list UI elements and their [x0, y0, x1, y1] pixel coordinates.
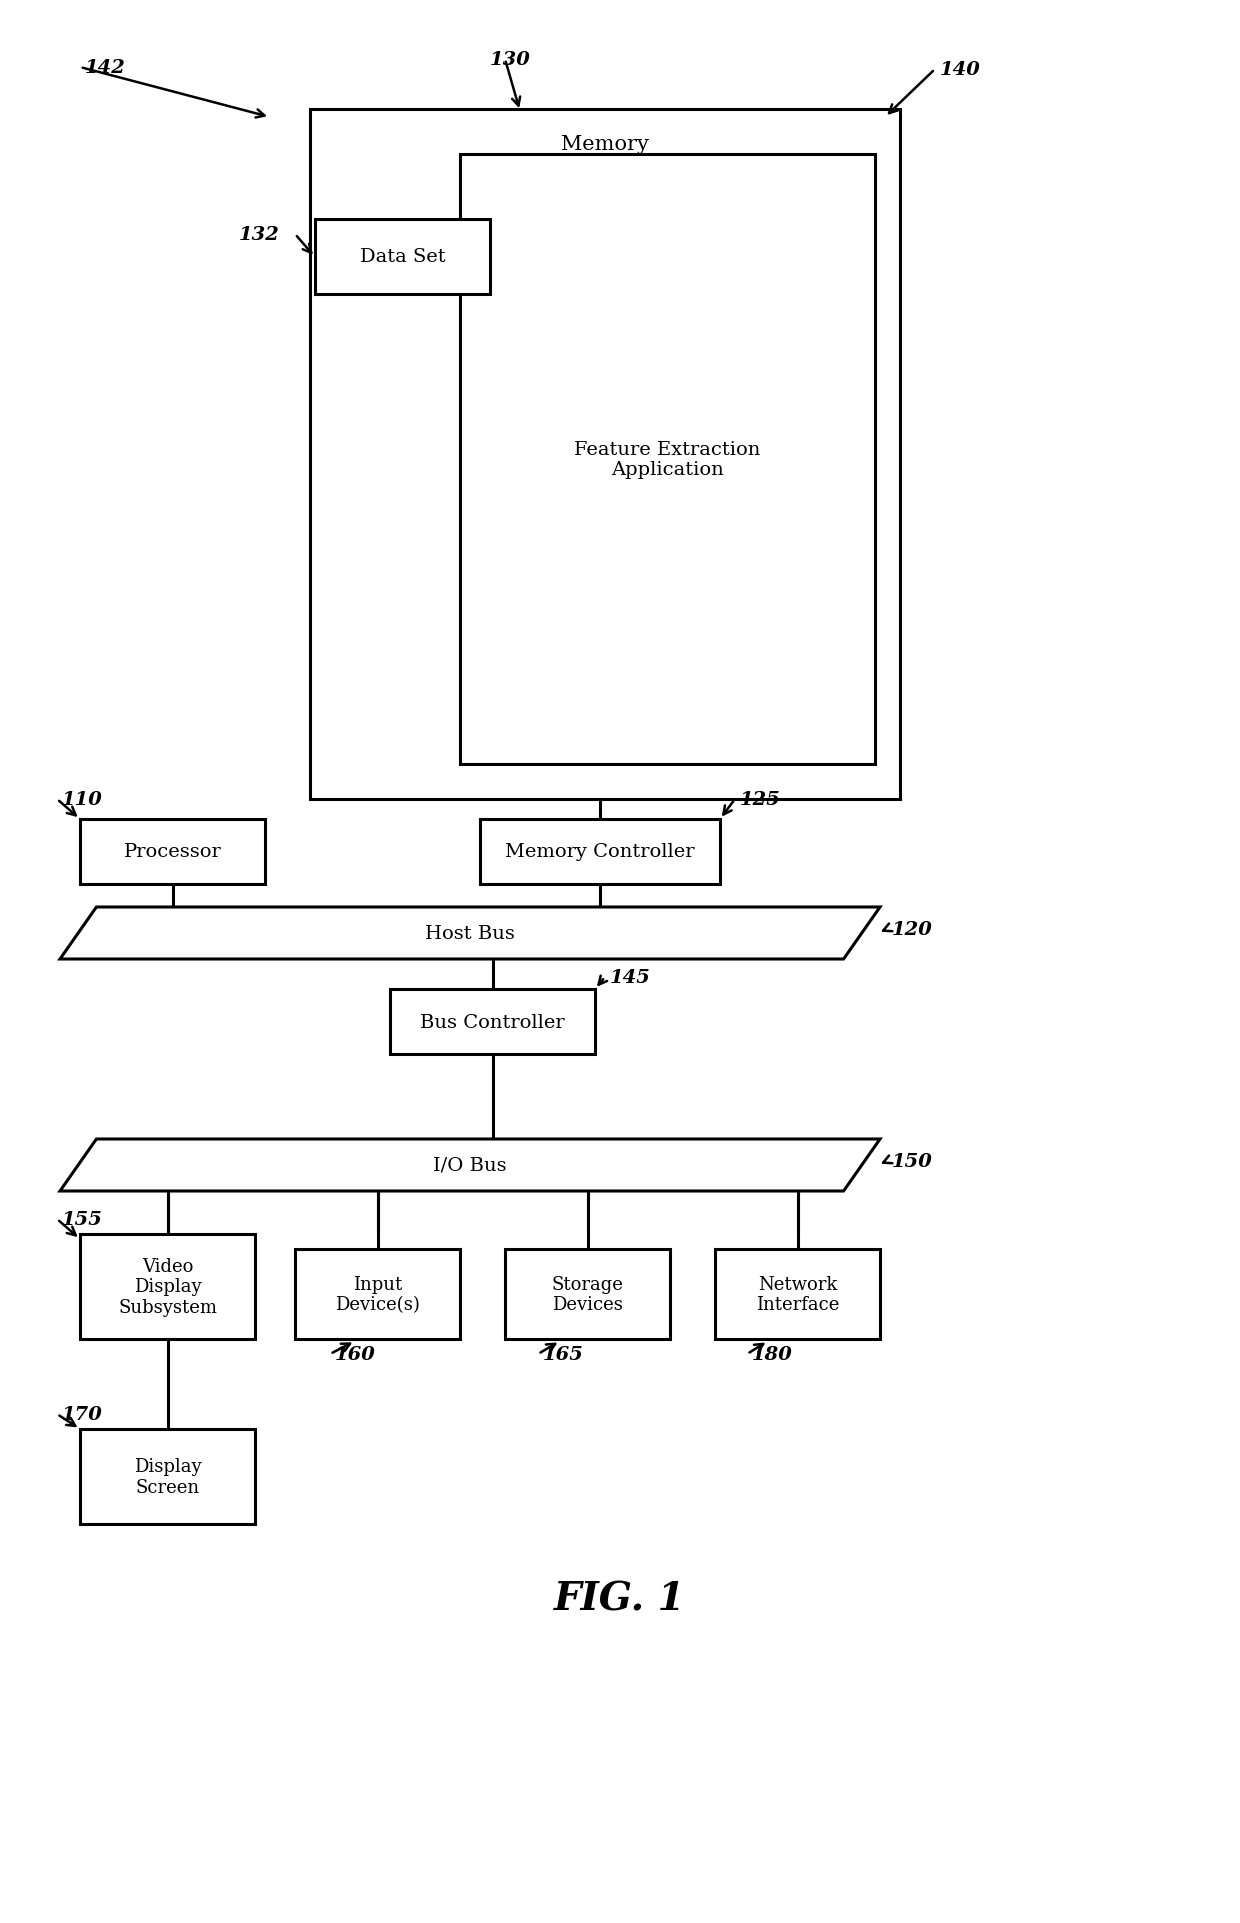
Text: Display
Screen: Display Screen [134, 1458, 201, 1496]
Bar [310, 110, 900, 800]
Text: 132: 132 [239, 225, 280, 244]
Text: Memory: Memory [560, 135, 649, 154]
Text: 145: 145 [610, 969, 651, 986]
Text: 130: 130 [490, 52, 531, 69]
Polygon shape [60, 1140, 880, 1192]
Text: Bus Controller: Bus Controller [420, 1013, 564, 1031]
Text: Storage
Devices: Storage Devices [552, 1275, 624, 1313]
Text: 142: 142 [86, 60, 126, 77]
Text: Video
Display
Subsystem: Video Display Subsystem [118, 1258, 217, 1317]
Text: 120: 120 [892, 921, 932, 938]
Bar [81, 1429, 255, 1525]
Bar [505, 1250, 670, 1338]
Text: Data Set: Data Set [360, 248, 445, 267]
Text: Network
Interface: Network Interface [756, 1275, 839, 1313]
Bar [81, 1235, 255, 1338]
Text: 125: 125 [740, 790, 781, 808]
Text: 165: 165 [543, 1346, 584, 1363]
Text: Input
Device(s): Input Device(s) [335, 1275, 420, 1313]
Text: 160: 160 [335, 1346, 376, 1363]
Text: 110: 110 [62, 790, 103, 808]
Bar [81, 819, 265, 885]
Polygon shape [60, 908, 880, 960]
Text: FIG. 1: FIG. 1 [554, 1581, 686, 1617]
Text: 180: 180 [751, 1346, 792, 1363]
Bar [315, 219, 490, 294]
Text: Feature Extraction
Application: Feature Extraction Application [574, 440, 760, 479]
Bar [295, 1250, 460, 1338]
Text: Host Bus: Host Bus [425, 925, 515, 942]
Bar [391, 990, 595, 1054]
Text: 140: 140 [940, 62, 981, 79]
Bar [460, 156, 875, 765]
Bar [480, 819, 720, 885]
Text: Processor: Processor [124, 842, 222, 862]
Bar [715, 1250, 880, 1338]
Text: 155: 155 [62, 1210, 103, 1229]
Text: 170: 170 [62, 1406, 103, 1423]
Text: Memory Controller: Memory Controller [505, 842, 694, 862]
Text: I/O Bus: I/O Bus [433, 1156, 507, 1175]
Text: 150: 150 [892, 1152, 932, 1171]
